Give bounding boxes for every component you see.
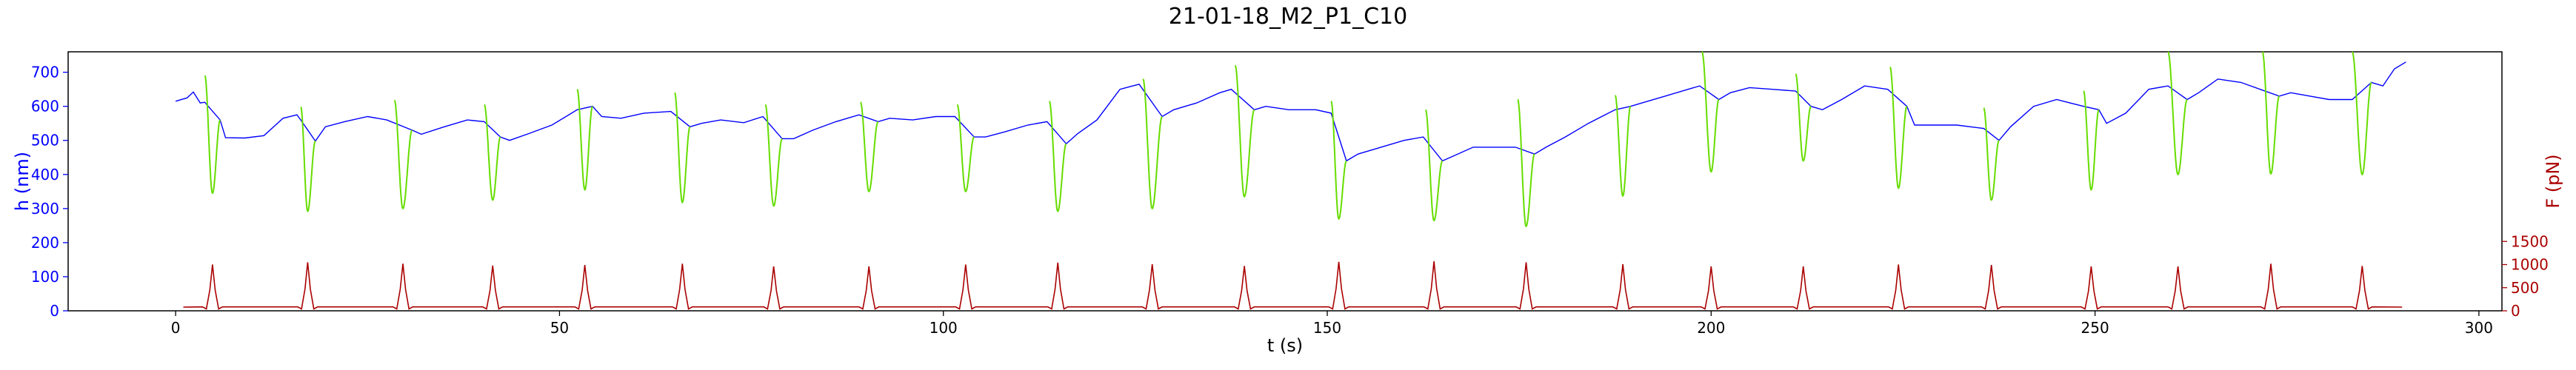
y-left-tick-label: 200 [31, 234, 59, 252]
approach-dip-line [674, 92, 691, 204]
approach-dip-line [2352, 51, 2372, 176]
approach-dip-line [956, 104, 975, 192]
h-series-line [175, 61, 2406, 162]
y-left-tick-label: 500 [31, 132, 59, 149]
approach-dip-line [1142, 78, 1163, 209]
approach-dip-line [860, 101, 879, 192]
y-right-tick-label: 1000 [2511, 256, 2549, 274]
x-tick-label: 0 [171, 319, 181, 337]
chart-title: 21-01-18_M2_P1_C10 [1169, 4, 1407, 30]
y-right-tick-label: 1500 [2511, 232, 2549, 250]
force-series-line [183, 261, 2403, 310]
y-right-tick-label: 500 [2511, 279, 2539, 297]
approach-dip-line [1234, 64, 1255, 198]
y-left-tick-label: 300 [31, 200, 59, 218]
approach-dip-line [1517, 98, 1535, 228]
x-tick-label: 100 [930, 319, 958, 337]
y-axis-left-label: h (nm) [12, 152, 33, 211]
y-axis-right-label: F (pN) [2543, 154, 2563, 208]
series-layer [175, 51, 2406, 310]
x-axis: 0 50 100 150 200 250 300 [171, 311, 2493, 337]
approach-dip-line [2083, 90, 2100, 191]
y-left-tick-label: 100 [31, 268, 59, 286]
approach-dip-line [1614, 95, 1632, 198]
approach-dip-line [1425, 109, 1444, 222]
approach-dip-line [576, 88, 593, 191]
x-axis-label: t (s) [1267, 335, 1303, 356]
approach-dip-line [484, 104, 501, 201]
y-left-tick-label: 600 [31, 98, 59, 115]
y-axis-right: 0 500 1000 1500 [2502, 232, 2549, 320]
approach-dip-line [2261, 51, 2280, 175]
plot-frame [67, 51, 2503, 312]
approach-dip-line [2167, 51, 2188, 176]
approach-dip-line [204, 75, 221, 195]
plot-area [67, 51, 2503, 312]
approach-dip-line [1049, 100, 1067, 212]
approach-dip-line [764, 104, 783, 207]
approach-dip-line [300, 106, 316, 212]
approach-dip-line [1889, 66, 1908, 189]
x-tick-label: 300 [2465, 319, 2493, 337]
approach-dip-line [1330, 100, 1347, 221]
y-axis-left: 0 100 200 300 400 500 600 700 [31, 64, 68, 320]
y-left-tick-label: 400 [31, 166, 59, 184]
x-tick-label: 50 [550, 319, 569, 337]
approach-dip-line [1701, 51, 1720, 173]
x-tick-label: 150 [1313, 319, 1341, 337]
x-tick-label: 250 [2081, 319, 2109, 337]
y-right-tick-label: 0 [2511, 302, 2520, 320]
approach-dip-line [393, 99, 413, 209]
x-tick-label: 200 [1697, 319, 1725, 337]
approach-dip-line [1983, 107, 2000, 201]
y-left-tick-label: 0 [50, 302, 59, 320]
y-left-tick-label: 700 [31, 64, 59, 81]
approach-dip-line [1795, 73, 1812, 162]
